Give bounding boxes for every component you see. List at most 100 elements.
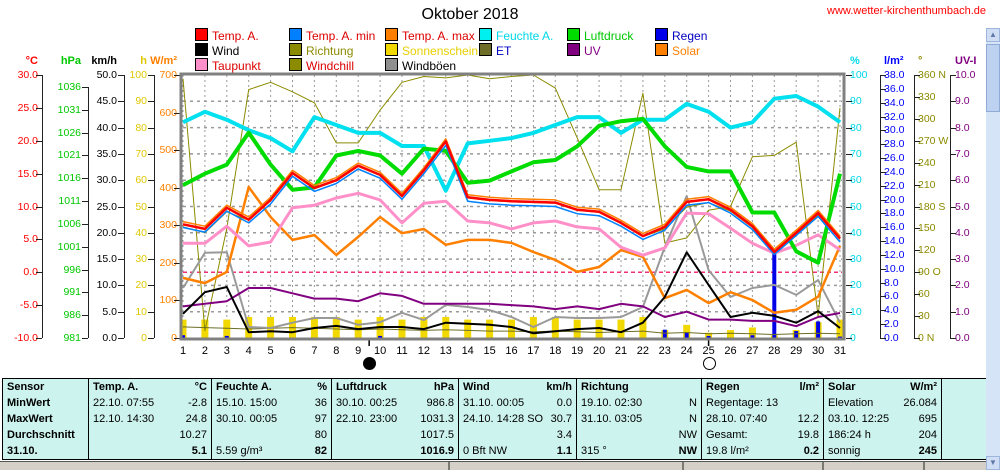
cell-label: 315 ° xyxy=(581,445,607,457)
column-unit: l/m² xyxy=(799,381,819,393)
axis-tick-mark-hpa xyxy=(82,315,88,317)
legend-swatch-icon xyxy=(479,28,492,41)
axis-tick-mark-kmh xyxy=(118,75,124,76)
column-header: Solar xyxy=(828,381,856,393)
table-row: 10.27 xyxy=(89,427,211,443)
cell-label: 186:24 h xyxy=(828,429,871,441)
axis-tick-label-pct: 100 xyxy=(850,69,868,81)
table-header-row: Feuchte A.% xyxy=(212,379,331,395)
x-axis-day-label: 4 xyxy=(245,345,252,357)
cell-label: 5.59 g/m³ xyxy=(216,445,263,457)
scroll-up-button[interactable]: ▲ xyxy=(986,28,1000,42)
axis-tick-mark-uv xyxy=(950,153,956,155)
axis-title-c: °C xyxy=(25,55,38,67)
legend-swatch-icon xyxy=(385,58,398,71)
table-row: 28.10. 07:40 12.2 xyxy=(702,411,823,427)
cell-value: 80 xyxy=(314,429,327,441)
axis-tick-mark-pct xyxy=(846,127,852,129)
axis-tick-mark-uv xyxy=(950,127,956,129)
cell-value: 97 xyxy=(314,413,327,425)
axis-title-dir: ° xyxy=(918,55,923,67)
axis-tick-mark-h xyxy=(148,75,154,76)
table-header-row: Wind km/h xyxy=(459,379,576,395)
axis-tick-mark-lm2 xyxy=(880,213,886,215)
axis-tick-label-dir: 30 xyxy=(918,310,930,323)
x-axis-day-label: 6 xyxy=(289,345,296,357)
rain-bar xyxy=(750,335,755,338)
table-row: 5.1 xyxy=(89,443,211,459)
sunshine-bar xyxy=(398,319,406,338)
cell-value: 12.2 xyxy=(797,413,819,425)
axis-tick-mark-uv xyxy=(950,101,956,103)
axis-tick-mark-h xyxy=(148,153,154,155)
axis-tick-label-lm2: 14.0 xyxy=(884,235,905,248)
temp_max-line xyxy=(182,138,841,250)
axis-tick-label-h: 80 xyxy=(135,121,147,134)
legend-item-temp-a-min: Temp. A. min xyxy=(289,28,375,43)
legend-label: Richtung xyxy=(306,44,354,58)
axis-tick-mark-w xyxy=(174,225,180,227)
cell-label: 30.10. 00:05 xyxy=(216,413,278,425)
table-row: 31.10. 03:05 N xyxy=(577,411,701,427)
axis-tick-mark-pct xyxy=(846,206,852,208)
cell-value: 36 xyxy=(314,397,327,409)
new-moon-icon xyxy=(703,357,716,370)
strip-divider xyxy=(822,462,824,470)
sunshine-bar xyxy=(464,319,472,338)
table-column-regen: Regen l/m² Regentage: 13 28.10. 07:40 12.2 Ge… xyxy=(702,379,824,459)
page-title: Oktober 2018 xyxy=(421,6,519,23)
cell-value: 204 xyxy=(918,429,937,441)
axis-tick-label-uv: 0.0 xyxy=(955,332,970,344)
cell-value: 0.2 xyxy=(803,445,819,457)
table-row: Durchschnitt xyxy=(3,427,88,443)
axis-tick-mark-h xyxy=(148,127,154,129)
vertical-scrollbar[interactable]: ▲ ▼ xyxy=(986,28,1000,470)
column-unit: W/m² xyxy=(910,381,937,393)
scroll-down-button[interactable]: ▼ xyxy=(986,456,1000,470)
axis-tick-label-w: 600 xyxy=(159,106,177,119)
x-axis-day-label: 10 xyxy=(373,345,387,357)
x-axis-day-label: 19 xyxy=(571,345,584,357)
axis-title-hpa: hPa xyxy=(60,55,81,67)
axis-tick-label-dir: 60 xyxy=(918,288,930,301)
axis-tick-label-c: -5.0 xyxy=(19,299,38,312)
statistics-table: Sensor MinWert MaxWert Durchschnitt 31.10. Te… xyxy=(2,378,998,460)
cell-value: 24.8 xyxy=(185,413,207,425)
axis-tick-label-pct: 40 xyxy=(850,226,862,239)
axis-tick-label-hpa: 1021 xyxy=(57,149,81,162)
cell-value: N xyxy=(689,413,697,425)
legend-item-et: ET xyxy=(479,43,511,58)
legend-label: Sonnenschein xyxy=(402,44,479,58)
axis-tick-label-kmh: 35.0 xyxy=(96,147,117,160)
axis-title-uv: UV-I xyxy=(955,55,977,67)
axis-tick-label-dir: 300 xyxy=(918,112,936,125)
table-header-row: Solar W/m² xyxy=(824,379,941,395)
table-header-row: Richtung xyxy=(577,379,701,395)
axis-tick-mark-h xyxy=(148,338,154,339)
axis-tick-label-lm2: 6.0 xyxy=(884,290,899,303)
axis-tick-mark-lm2 xyxy=(880,324,886,326)
legend-item-windchill: Windchill xyxy=(289,58,354,73)
cell-value: 1031.3 xyxy=(420,413,454,425)
cell-label: 22.10. 23:00 xyxy=(336,413,398,425)
x-axis-day-label: 29 xyxy=(790,345,803,357)
axis-tick-label-kmh: 15.0 xyxy=(96,253,117,266)
axis-tick-mark-h xyxy=(148,101,154,103)
axis-tick-label-h: 50 xyxy=(135,200,147,213)
axis-tick-mark-c xyxy=(36,338,42,339)
axis-title-pct: % xyxy=(850,55,860,67)
axis-tick-label-hpa: 1031 xyxy=(57,103,81,116)
axis-tick-label-dir: 0 N xyxy=(918,332,935,344)
axis-line-dir xyxy=(914,75,915,338)
x-axis-day-label: 8 xyxy=(333,345,340,357)
axis-tick-label-lm2: 22.0 xyxy=(884,179,905,192)
website-link[interactable]: www.wetter-kirchenthumbach.de xyxy=(827,5,986,17)
x-axis-day-label: 1 xyxy=(179,345,187,357)
scrollbar-thumb[interactable] xyxy=(986,44,1000,112)
weather-plot xyxy=(179,72,846,346)
axis-tick-mark-lm2 xyxy=(880,338,886,339)
table-row: 30.10. 00:25 986.8 xyxy=(332,395,458,411)
strip-divider xyxy=(448,462,450,470)
table-row: 315 ° NW xyxy=(577,443,701,459)
x-axis-day-label: 7 xyxy=(311,345,318,357)
